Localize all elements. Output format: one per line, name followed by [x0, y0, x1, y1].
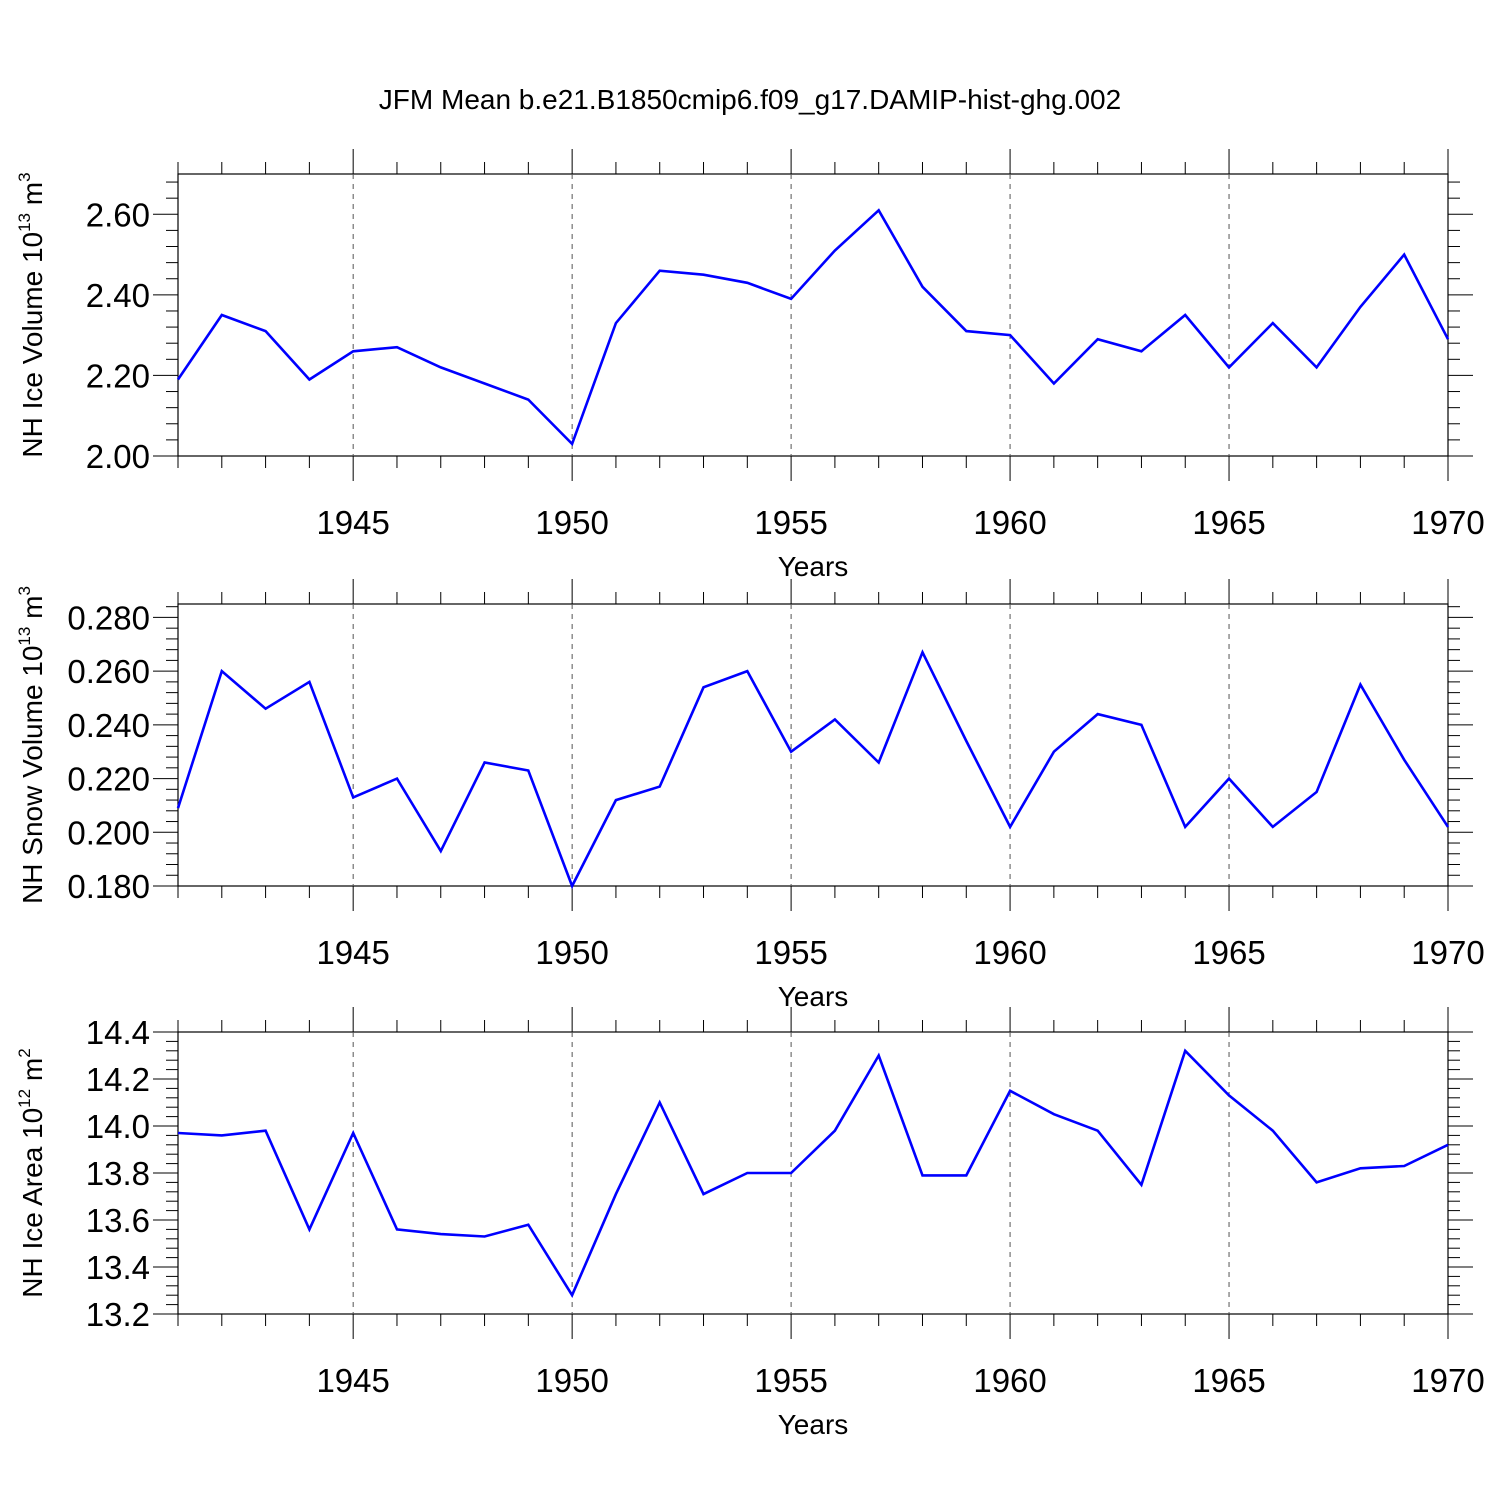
x-tick-label: 1950 [535, 934, 608, 971]
plot-frame [177, 173, 1449, 457]
y-tick-label: 0.260 [67, 653, 150, 690]
x-axis-label: Years [778, 1409, 849, 1440]
x-tick-label: 1960 [973, 934, 1046, 971]
y-tick-label: 13.4 [86, 1249, 150, 1286]
x-tick-label: 1950 [535, 504, 608, 541]
series-line [177, 1048, 1449, 1298]
series-line [176, 649, 1450, 890]
x-tick-label: 1955 [754, 504, 827, 541]
x-axis-label: Years [778, 981, 849, 1012]
x-tick-label: 1970 [1411, 934, 1484, 971]
x-tick-label: 1955 [754, 934, 827, 971]
y-tick-label: 13.6 [86, 1202, 150, 1239]
x-tick-label: 1960 [973, 1362, 1046, 1399]
panel-3: 13.2 13.4 13.6 13.8 14.0 14.2 14.4 1945 1950 1955… [15, 1007, 1485, 1440]
y-axis-label: NH Ice Area 1012 m2 [15, 1048, 48, 1297]
x-tick-label: 1970 [1411, 1362, 1484, 1399]
y-tick-label: 13.2 [86, 1296, 150, 1333]
x-tick-label: 1945 [316, 934, 389, 971]
x-tick-label: 1945 [316, 1362, 389, 1399]
x-tick-label: 1965 [1192, 1362, 1265, 1399]
y-tick-label: 0.220 [67, 761, 150, 798]
y-tick-label: 2.00 [86, 438, 150, 475]
series-line [176, 208, 1450, 447]
y-tick-label: 14.4 [86, 1014, 150, 1051]
y-axis-label: NH Snow Volume 1013 m3 [15, 586, 48, 904]
x-axis-label: Years [778, 551, 849, 582]
y-tick-label: 14.2 [86, 1061, 150, 1098]
y-tick-label: 0.280 [67, 599, 150, 636]
plot-frame [177, 603, 1449, 887]
plot-frame [177, 1031, 1449, 1315]
x-tick-label: 1965 [1192, 504, 1265, 541]
panel-2: 0.180 0.200 0.220 0.240 0.260 0.280 1945 1950 19… [15, 579, 1485, 1012]
y-tick-label: 14.0 [86, 1108, 150, 1145]
y-tick-label: 0.200 [67, 814, 150, 851]
x-tick-label: 1955 [754, 1362, 827, 1399]
x-tick-label: 1950 [535, 1362, 608, 1399]
x-tick-label: 1965 [1192, 934, 1265, 971]
y-tick-label: 0.180 [67, 868, 150, 905]
y-tick-label: 0.240 [67, 707, 150, 744]
x-tick-label: 1945 [316, 504, 389, 541]
x-tick-label: 1970 [1411, 504, 1484, 541]
y-axis-label: NH Ice Volume 1013 m3 [15, 172, 48, 457]
y-tick-label: 2.60 [86, 196, 150, 233]
panel-1: 2.00 2.20 2.40 2.60 1945 1950 1955 1960 1965 1970… [15, 149, 1485, 582]
y-tick-label: 13.8 [86, 1155, 150, 1192]
chart-title: JFM Mean b.e21.B1850cmip6.f09_g17.DAMIP-… [378, 84, 1122, 115]
y-tick-label: 2.40 [86, 277, 150, 314]
x-tick-label: 1960 [973, 504, 1046, 541]
y-tick-label: 2.20 [86, 357, 150, 394]
